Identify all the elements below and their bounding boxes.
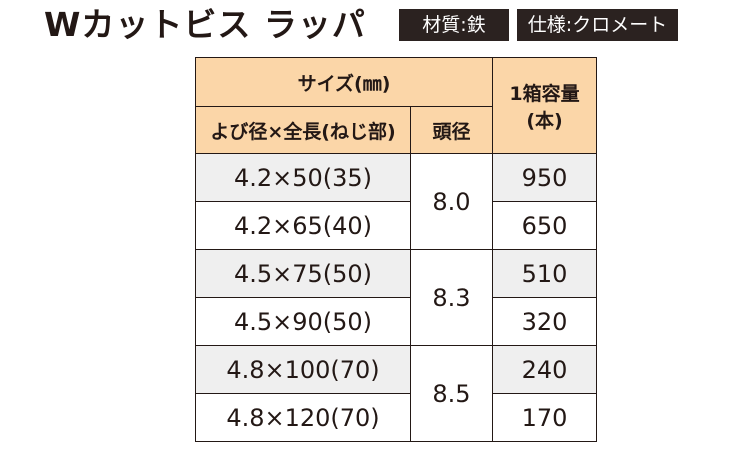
size-cell: 4.2×65(40) (195, 201, 411, 250)
finish-badge: 仕様:クロメート (517, 9, 678, 41)
product-title: Wカットビス ラッパ (44, 5, 366, 44)
size-cell: 4.5×75(50) (195, 249, 411, 298)
header-quantity-line1: 1箱容量 (509, 82, 580, 105)
size-cell: 4.5×90(50) (195, 297, 411, 346)
header-head-diameter: 頭径 (410, 106, 493, 154)
quantity-cell: 170 (492, 393, 597, 442)
size-cell: 4.2×50(35) (195, 153, 411, 202)
quantity-cell: 240 (492, 345, 597, 394)
header-quantity-line2: (本) (526, 109, 563, 132)
header-quantity: 1箱容量 (本) (492, 57, 597, 154)
size-cell: 4.8×100(70) (195, 345, 411, 394)
quantity-cell: 510 (492, 249, 597, 298)
material-badge: 材質:鉄 (399, 9, 509, 41)
table-row: 4.8×120(70) 170 (195, 393, 597, 442)
spec-table: サイズ(㎜) 1箱容量 (本) よび径×全長(ねじ部) 頭径 4.2×50(35… (195, 57, 597, 442)
head-diameter-cell: 8.0 (410, 153, 493, 250)
quantity-cell: 650 (492, 201, 597, 250)
table-row: 4.2×65(40) 650 (195, 201, 597, 250)
table-row: 4.8×100(70) 8.5 240 (195, 345, 597, 442)
table-row: 4.2×50(35) 8.0 950 (195, 153, 597, 250)
table-row: 4.5×75(50) 8.3 510 (195, 249, 597, 346)
quantity-cell: 950 (492, 153, 597, 202)
header-size: サイズ(㎜) (195, 57, 493, 107)
quantity-cell: 320 (492, 297, 597, 346)
size-cell: 4.8×120(70) (195, 393, 411, 442)
head-diameter-cell: 8.3 (410, 249, 493, 346)
head-diameter-cell: 8.5 (410, 345, 493, 442)
table-row: 4.5×90(50) 320 (195, 297, 597, 346)
header-diameter-length: よび径×全長(ねじ部) (195, 106, 411, 154)
